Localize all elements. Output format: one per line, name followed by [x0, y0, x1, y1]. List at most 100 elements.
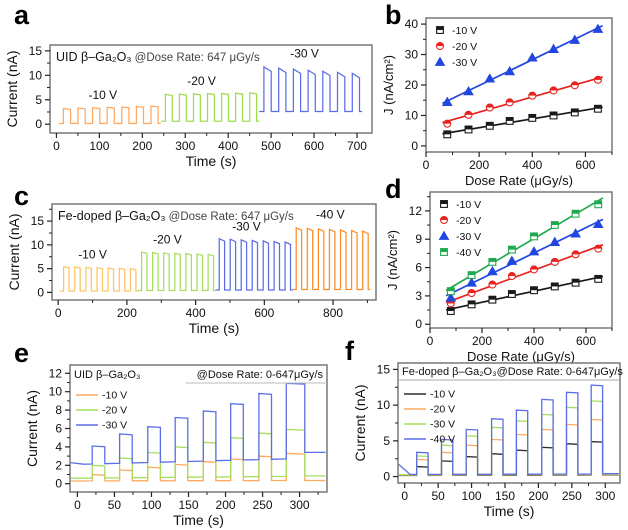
panel-letter-c: c — [14, 181, 30, 211]
x-axis-label: Dose Rate (μGy/s) — [467, 349, 575, 364]
x-tick-label: 100 — [462, 489, 482, 503]
marker — [438, 230, 450, 240]
marker — [569, 34, 581, 44]
marker-fill — [468, 271, 475, 276]
x-tick-label: 500 — [261, 139, 281, 153]
series--30 V — [259, 65, 363, 113]
x-tick-label: 150 — [178, 498, 198, 512]
y-tick-label: 2 — [55, 458, 62, 472]
legend-label: -20 V — [102, 405, 127, 417]
marker-fill — [447, 307, 455, 311]
marker-fill — [488, 281, 496, 285]
marker-fill — [594, 105, 602, 109]
marker-fill — [594, 200, 602, 205]
x-axis-label: Time (s) — [189, 320, 240, 336]
y-tick-label: 0 — [35, 117, 42, 131]
chart-a-pulse-train: 0 100 200 300 400 500 600 700 0 5 10 15 Time (s) Curr… — [4, 44, 373, 169]
y-tick-label: 5 — [35, 93, 42, 107]
marker-fill — [506, 117, 514, 121]
x-axis-label: Time (s) — [484, 503, 535, 519]
y-axis-label: Current (nA) — [4, 50, 20, 127]
y-tick-label: 5 — [37, 262, 44, 276]
series--10 V — [398, 440, 619, 477]
y-tick-label: 6 — [415, 261, 422, 275]
marker-fill — [551, 283, 559, 287]
marker-fill — [530, 232, 538, 237]
marker-fill — [530, 286, 538, 291]
x-tick-label: 200 — [469, 158, 489, 172]
x-tick-label: 250 — [253, 498, 273, 512]
y-axis-label: J (nA/cm²) — [385, 230, 400, 290]
marker — [506, 255, 518, 265]
marker-fill — [436, 42, 444, 46]
x-tick-label: 150 — [495, 489, 515, 503]
x-tick-label: 600 — [254, 306, 274, 320]
plot-box — [49, 44, 373, 134]
marker-fill — [443, 120, 451, 124]
plot-title: UID β–Ga₂O₃ @Dose Rate: 647 μGy/s — [56, 50, 260, 64]
marker-fill — [550, 112, 557, 116]
legend-label: -40 V — [456, 247, 481, 259]
marker-fill — [440, 216, 448, 220]
marker-fill — [594, 275, 602, 279]
x-tick-label: 0 — [55, 306, 62, 320]
voltage-label: -40 V — [316, 208, 345, 222]
marker — [484, 73, 496, 83]
marker-fill — [443, 130, 451, 135]
y-tick-label: 15 — [29, 44, 43, 58]
marker-fill — [530, 265, 538, 270]
marker — [526, 52, 538, 62]
marker-fill — [465, 126, 472, 130]
voltage-label: -20 V — [187, 74, 216, 88]
series--20 V — [160, 92, 260, 122]
series--40 V — [398, 384, 619, 476]
legend-label: -20 V — [452, 41, 477, 53]
x-tick-label: 0 — [423, 158, 430, 172]
series--20 V — [137, 251, 216, 292]
marker — [528, 246, 540, 256]
x-tick-label: 200 — [132, 139, 152, 153]
marker — [504, 65, 516, 76]
chart-c-pulse-train: 0 200 400 600 800 0 5 10 15 Time (s) Current (nA) -… — [6, 203, 377, 336]
marker-fill — [468, 300, 475, 305]
x-tick-label: 100 — [89, 139, 109, 153]
legend-label: -30 V — [456, 231, 481, 243]
y-tick-label: 4 — [55, 440, 62, 454]
panel-a: a 0 100 200 300 400 500 600 700 0 5 10 15 Time (s) Cu… — [0, 0, 382, 190]
y-tick-label: 12 — [49, 366, 63, 380]
panel-f: f 0 50 100 150 200 250 300 0 5 10 15 Time (s) Curren… — [340, 338, 628, 530]
marker — [445, 292, 457, 302]
legend-label: -10 V — [430, 389, 455, 401]
panel-c: c 0 200 400 600 800 0 5 10 15 Time (s) Current (nA… — [0, 182, 382, 344]
legend-label: -10 V — [452, 25, 477, 37]
marker — [463, 85, 474, 96]
x-tick-label: 200 — [117, 306, 137, 320]
marker-fill — [572, 250, 580, 255]
marker — [570, 228, 581, 238]
panel-d: d 0 200 400 600 0 3 6 9 12 Dose Rate (μGy/s) J (nA… — [382, 176, 628, 366]
legend-label: -20 V — [456, 215, 481, 227]
y-tick-label: 10 — [31, 238, 45, 252]
marker-fill — [508, 246, 516, 250]
marker-fill — [489, 296, 496, 300]
marker-fill — [465, 111, 473, 115]
x-axis-label: Time (s) — [186, 153, 237, 169]
x-tick-label: 100 — [141, 498, 161, 512]
panel-e: e 0 50 100 150 200 250 300 0 2 4 6 8 10 12 Time (s) Cur… — [0, 340, 340, 530]
marker-fill — [447, 287, 455, 292]
marker-fill — [594, 245, 602, 249]
y-tick-label: 0 — [383, 470, 390, 484]
marker — [592, 218, 604, 229]
y-tick-label: 10 — [405, 108, 419, 122]
y-tick-label: 0 — [37, 285, 44, 299]
x-axis-label: Dose Rate (μGy/s) — [465, 173, 573, 188]
marker — [441, 96, 453, 106]
y-tick-label: 8 — [55, 403, 62, 417]
y-tick-label: 10 — [49, 385, 63, 399]
y-tick-label: 6 — [55, 422, 62, 436]
x-tick-label: 400 — [524, 334, 544, 348]
chart-d-dose-linearity: 0 200 400 600 0 3 6 9 12 Dose Rate (μGy/s) J (nA/c… — [385, 191, 613, 364]
x-tick-label: 300 — [595, 489, 615, 503]
marker-fill — [486, 104, 494, 108]
x-tick-label: 250 — [562, 489, 582, 503]
